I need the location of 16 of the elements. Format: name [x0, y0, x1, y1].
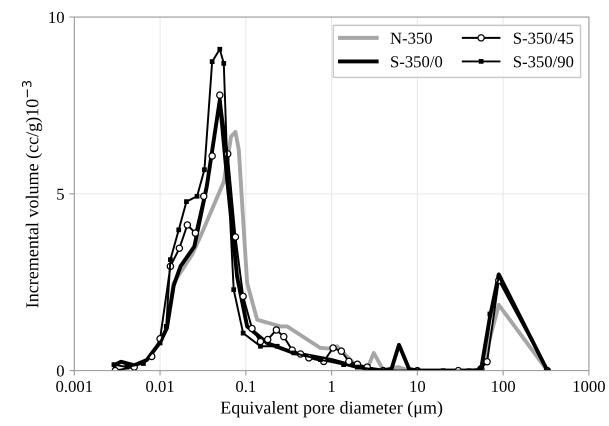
x-tick-label: 1000	[574, 380, 605, 392]
x-tick-label: 1	[328, 380, 335, 392]
y-axis-title: Incremental volume (cc/g)10$^{−3}$	[22, 80, 42, 308]
x-tick-label: 0.1	[236, 380, 256, 392]
y-tick-label: 10	[49, 12, 64, 23]
x-tick-label: 10	[410, 380, 426, 392]
x-axis-title: Equivalent pore diameter (μm)	[220, 401, 442, 418]
y-tick-label: 0	[56, 365, 64, 377]
y-tick-label: 5	[57, 188, 64, 200]
legend-label: N-350	[390, 32, 432, 44]
legend-label: S-350/0	[391, 56, 442, 68]
legend-label: S-350/90	[514, 56, 574, 68]
x-tick-label: 0.001	[56, 380, 92, 392]
x-tick-label: 0.01	[146, 380, 174, 392]
x-tick-label: 100	[492, 380, 515, 392]
legend-label: S-350/45	[514, 32, 574, 44]
